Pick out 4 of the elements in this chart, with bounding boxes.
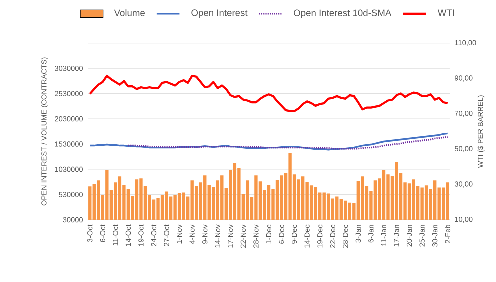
legend-label: Volume	[114, 10, 145, 16]
legend-label: Open Interest	[192, 10, 248, 18]
legend-label: Open Interest 10d-SMA	[294, 10, 392, 18]
legend-label: WTI	[438, 10, 454, 16]
